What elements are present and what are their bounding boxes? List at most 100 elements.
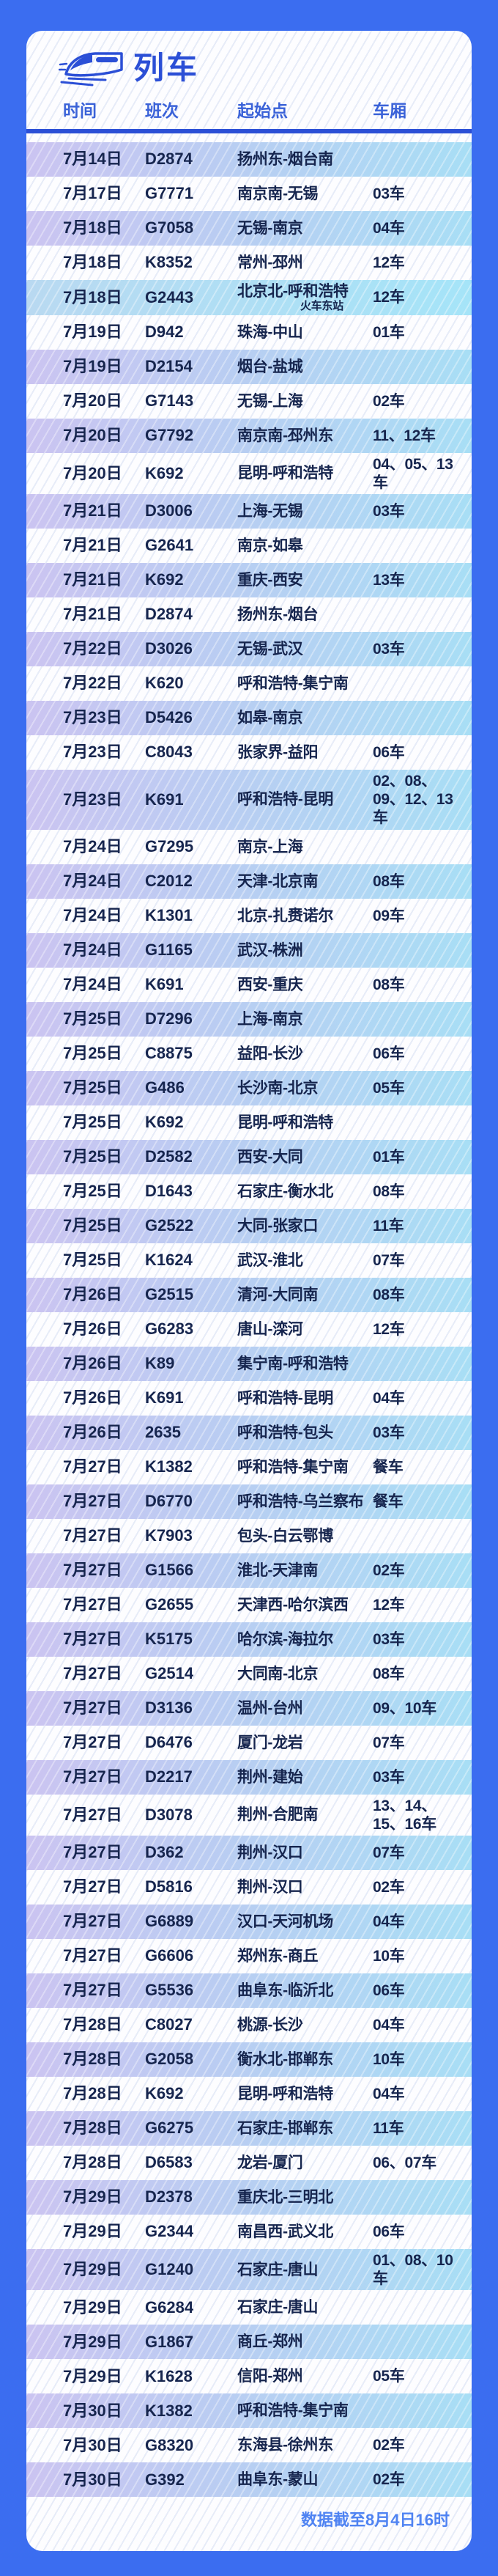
row-train-number: D7296 (145, 1009, 193, 1028)
column-header-route: 起始点 (237, 101, 288, 120)
row-route: 长沙南-北京 (237, 1079, 373, 1097)
row-date: 7月26日 (63, 1353, 122, 1372)
row-route: 石家庄-邯郸东 (237, 2119, 373, 2138)
row-train-number: 2635 (145, 1422, 181, 1441)
row-date: 7月27日 (63, 1526, 122, 1545)
row-date: 7月24日 (63, 905, 122, 924)
row-cars: 03车 (373, 502, 405, 520)
row-date: 7月27日 (63, 1981, 122, 2000)
row-route: 益阳-长沙 (237, 1045, 373, 1063)
row-cars: 08车 (373, 976, 405, 993)
row-route-main: 天津西-哈尔滨西 (237, 1596, 349, 1613)
row-route: 哈尔滨-海拉尔 (237, 1630, 373, 1649)
row-train-number: K692 (145, 2084, 184, 2103)
table-row: 7月25日 C8875 益阳-长沙 06车 (26, 1037, 472, 1071)
row-train-number: D362 (145, 1843, 184, 1862)
row-date: 7月25日 (63, 1043, 122, 1062)
table-row: 7月26日 G2515 清河-大同南 08车 (26, 1278, 472, 1312)
table-row: 7月25日 G486 长沙南-北京 05车 (26, 1071, 472, 1105)
row-route-main: 南京南-邳州东 (237, 427, 333, 444)
row-cars: 03车 (373, 1424, 405, 1441)
row-date: 7月22日 (63, 674, 122, 693)
row-route-main: 呼和浩特-包头 (237, 1424, 333, 1441)
table-row: 7月30日 G392 曲阜东-蒙山 02车 (26, 2462, 472, 2497)
row-route-main: 南京-如皋 (237, 537, 303, 554)
row-date: 7月23日 (63, 790, 122, 809)
row-route-main: 武汉-株洲 (237, 941, 303, 959)
table-row: 7月21日 D3006 上海-无锡 03车 (26, 494, 472, 529)
row-train-number: K691 (145, 1388, 184, 1407)
row-date: 7月21日 (63, 536, 122, 555)
table-row: 7月28日 D6583 龙岩-厦门 06、07车 (26, 2146, 472, 2180)
row-cars: 13车 (373, 571, 405, 589)
row-route-main: 重庆北-三明北 (237, 2188, 333, 2206)
row-cars: 01、08、10车 (373, 2252, 453, 2288)
table-row: 7月27日 G6889 汉口-天河机场 04车 (26, 1905, 472, 1939)
row-train-number: G1867 (145, 2332, 194, 2351)
row-route: 呼和浩特-集宁南 (237, 674, 373, 693)
table-row: 7月25日 D7296 上海-南京 (26, 1002, 472, 1037)
row-route-main: 汉口-天河机场 (237, 1913, 333, 1930)
row-train-number: G2058 (145, 2050, 194, 2069)
row-date: 7月24日 (63, 836, 122, 855)
row-route-main: 哈尔滨-海拉尔 (237, 1630, 333, 1648)
row-route: 昆明-呼和浩特 (237, 2085, 373, 2103)
row-train-number: G1165 (145, 940, 193, 959)
row-date: 7月27日 (63, 1491, 122, 1510)
row-date: 7月18日 (63, 218, 122, 238)
row-date: 7月29日 (63, 2366, 122, 2385)
row-route-main: 石家庄-衡水北 (237, 1182, 333, 1200)
row-route: 信阳-郑州 (237, 2367, 373, 2385)
row-cars: 08车 (373, 1665, 405, 1682)
row-route-main: 东海县-徐州东 (237, 2437, 333, 2454)
row-route: 石家庄-衡水北 (237, 1182, 373, 1201)
row-route-main: 昆明-呼和浩特 (237, 465, 333, 482)
table-row: 7月19日 D2154 烟台-盐城 (26, 350, 472, 384)
column-header-time: 时间 (63, 101, 97, 120)
table-row: 7月24日 G7295 南京-上海 (26, 830, 472, 864)
row-route-main: 温州-台州 (237, 1699, 303, 1717)
row-route-main: 呼和浩特-集宁南 (237, 2402, 349, 2420)
table-row: 7月30日 G8320 东海县-徐州东 02车 (26, 2428, 472, 2462)
table-row: 7月30日 K1382 呼和浩特-集宁南 (26, 2393, 472, 2428)
row-date: 7月24日 (63, 974, 122, 993)
row-cars: 02车 (373, 1561, 405, 1579)
row-route: 武汉-株洲 (237, 941, 373, 960)
row-route: 西安-重庆 (237, 976, 373, 994)
table-row: 7月23日 D5426 如皋-南京 (26, 701, 472, 735)
row-route-main: 唐山-滦河 (237, 1320, 303, 1338)
row-cars: 04车 (373, 1389, 405, 1407)
row-route: 唐山-滦河 (237, 1320, 373, 1339)
row-route: 曲阜东-临沂北 (237, 1981, 373, 2000)
row-route: 南昌西-武义北 (237, 2223, 373, 2241)
table-row: 7月27日 D6770 呼和浩特-乌兰察布 餐车 (26, 1484, 472, 1519)
row-route: 包头-白云鄂博 (237, 1527, 373, 1545)
row-route: 昆明-呼和浩特 (237, 464, 373, 482)
row-route-main: 益阳-长沙 (237, 1045, 303, 1062)
table-row: 7月27日 G2655 天津西-哈尔滨西 12车 (26, 1588, 472, 1622)
row-date: 7月27日 (63, 1877, 122, 1896)
row-route: 商丘-郑州 (237, 2333, 373, 2351)
row-date: 7月24日 (63, 871, 122, 890)
row-route-main: 南昌西-武义北 (237, 2223, 333, 2240)
row-train-number: C8875 (145, 1043, 193, 1062)
table-row: 7月27日 K5175 哈尔滨-海拉尔 03车 (26, 1622, 472, 1657)
row-date: 7月21日 (63, 570, 122, 589)
row-route: 温州-台州 (237, 1699, 373, 1718)
row-train-number: G2514 (145, 1663, 194, 1682)
row-route: 荆州-建始 (237, 1768, 373, 1786)
row-date: 7月28日 (63, 2084, 122, 2103)
row-date: 7月29日 (63, 2187, 122, 2207)
row-train-number: G2655 (145, 1594, 194, 1613)
row-train-number: G6275 (145, 2119, 194, 2138)
row-train-number: K691 (145, 974, 184, 993)
row-date: 7月21日 (63, 501, 122, 520)
row-route: 龙岩-厦门 (237, 2154, 373, 2172)
row-cars: 02车 (373, 2437, 405, 2454)
row-train-number: D6583 (145, 2153, 193, 2172)
row-cars: 10车 (373, 1947, 405, 1965)
row-date: 7月25日 (63, 1181, 122, 1200)
row-route: 石家庄-唐山 (237, 2261, 373, 2279)
row-train-number: D6770 (145, 1491, 193, 1510)
row-route: 大同南-北京 (237, 1665, 373, 1683)
